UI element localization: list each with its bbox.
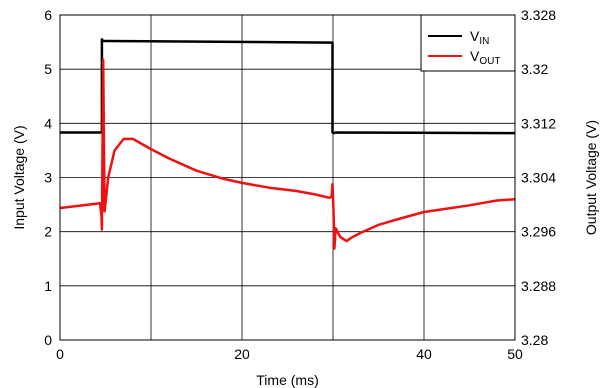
y-left-tick-label: 0 (44, 332, 52, 348)
y-right-tick-label: 3.32 (521, 61, 548, 77)
y-left-tick-label: 2 (44, 224, 52, 240)
series-line-vout (59, 58, 516, 250)
y-right-tick-label: 3.328 (521, 7, 556, 23)
y-right-tick-label: 3.28 (521, 332, 548, 348)
plot-frame (59, 14, 516, 341)
x-tick-label: 20 (234, 346, 250, 362)
y-right-tick-label: 3.296 (521, 224, 556, 240)
x-tick-label: 40 (416, 346, 432, 362)
x-tick-labels: 0 20 40 50 (56, 346, 523, 362)
y-right-tick-label: 3.304 (521, 170, 556, 186)
y-right-tick-label: 3.288 (521, 278, 556, 294)
legend: VIN VOUT (420, 14, 516, 72)
legend-vout-main: V (470, 48, 480, 64)
gridlines (59, 14, 516, 341)
y-left-tick-labels: 0 1 2 3 4 5 6 (44, 7, 52, 348)
y-left-tick-label: 4 (44, 115, 52, 131)
y-left-axis-title: Input Voltage (V) (11, 125, 27, 229)
y-left-tick-label: 5 (44, 61, 52, 77)
legend-vin-sub: IN (479, 36, 489, 47)
legend-vin-label: VIN (470, 28, 489, 47)
y-right-tick-labels: 3.28 3.288 3.296 3.304 3.312 3.32 3.328 (521, 7, 556, 348)
legend-vout-sub: OUT (479, 56, 500, 67)
x-tick-label: 50 (507, 346, 523, 362)
y-right-tick-label: 3.312 (521, 115, 556, 131)
y-left-tick-label: 6 (44, 7, 52, 23)
series-layer (59, 38, 516, 250)
legend-vout-label: VOUT (470, 48, 500, 67)
x-tick-label: 0 (56, 346, 64, 362)
x-axis-title: Time (ms) (256, 372, 318, 388)
y-left-tick-label: 3 (44, 170, 52, 186)
y-right-axis-title: Output Voltage (V) (583, 120, 599, 235)
y-left-tick-label: 1 (44, 278, 52, 294)
legend-vin-main: V (470, 28, 480, 44)
legend-box (420, 14, 516, 72)
